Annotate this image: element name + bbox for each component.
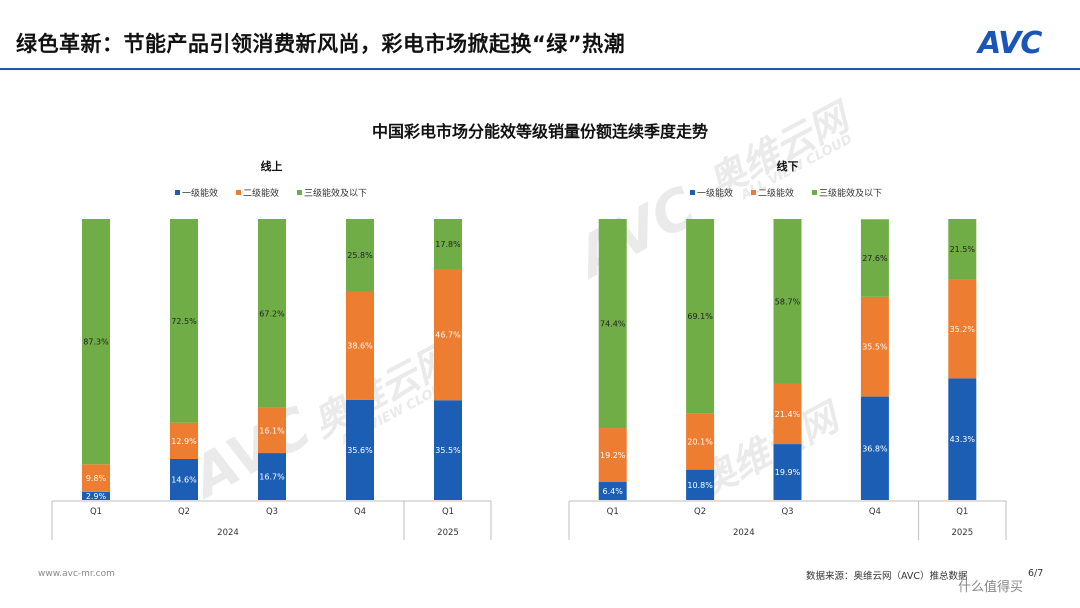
data-label: 58.7% xyxy=(775,297,801,306)
bar-segment xyxy=(346,399,374,500)
data-label: 2.9% xyxy=(86,492,107,501)
legend-swatch xyxy=(751,190,756,195)
footer-website: www.avc-mr.com xyxy=(38,569,115,579)
bar-segment xyxy=(773,383,802,445)
data-label: 19.2% xyxy=(600,451,626,460)
data-label: 6.4% xyxy=(603,487,624,496)
data-label: 16.7% xyxy=(259,473,285,482)
category-label: Q1 xyxy=(607,507,619,517)
panel-title: 线上 xyxy=(261,159,283,173)
header-divider xyxy=(0,68,1080,70)
bar-segment xyxy=(686,469,715,500)
data-label: 43.3% xyxy=(950,435,976,444)
category-label: Q1 xyxy=(956,507,968,517)
bar-segment xyxy=(773,219,802,384)
data-label: 10.8% xyxy=(687,481,713,490)
bar-segment xyxy=(860,296,889,397)
group-label: 2025 xyxy=(437,528,459,538)
data-label: 35.6% xyxy=(347,446,373,455)
legend-swatch xyxy=(297,190,302,195)
category-label: Q3 xyxy=(266,507,278,517)
legend-label: 二级能效 xyxy=(758,187,794,199)
data-label: 16.1% xyxy=(259,426,285,435)
bar-segment xyxy=(948,378,977,500)
bar-segment xyxy=(258,453,286,500)
bar-segment xyxy=(598,482,627,500)
category-label: Q4 xyxy=(869,507,881,517)
bar-segment xyxy=(598,219,627,429)
bar-segment xyxy=(686,219,715,414)
bar-segment xyxy=(170,422,198,459)
data-label: 20.1% xyxy=(687,437,713,446)
avc-logo: AVC xyxy=(978,26,1042,61)
bar-segment xyxy=(773,444,802,500)
bar-segment xyxy=(948,279,977,379)
panel-title: 线下 xyxy=(777,159,799,173)
legend-label: 二级能效 xyxy=(243,187,279,199)
data-label: 19.9% xyxy=(775,468,801,477)
data-label: 74.4% xyxy=(600,320,626,329)
category-label: Q1 xyxy=(90,507,102,517)
group-label: 2024 xyxy=(733,528,755,538)
bar-segment xyxy=(82,219,110,465)
data-label: 21.5% xyxy=(950,245,976,254)
legend-label: 一级能效 xyxy=(182,187,218,199)
category-label: Q2 xyxy=(178,507,190,517)
data-label: 38.6% xyxy=(347,342,373,351)
bar-segment xyxy=(170,219,198,423)
legend-label: 一级能效 xyxy=(697,187,733,199)
credit-watermark: 什么值得买 xyxy=(958,580,1024,595)
legend-swatch xyxy=(175,190,180,195)
data-label: 27.6% xyxy=(862,254,888,263)
category-label: Q1 xyxy=(442,507,454,517)
data-label: 36.8% xyxy=(862,444,888,453)
bar-segment xyxy=(434,269,462,401)
page-number: 6/7 xyxy=(1028,568,1044,579)
group-label: 2024 xyxy=(217,528,239,538)
bar-segment xyxy=(258,407,286,454)
category-label: Q3 xyxy=(781,507,793,517)
bar-segment xyxy=(346,291,374,400)
legend-label: 三级能效及以下 xyxy=(304,187,367,199)
chart-title: 中国彩电市场分能效等级销量份额连续季度走势 xyxy=(371,122,708,141)
data-label: 87.3% xyxy=(83,338,109,347)
bar-segment xyxy=(82,464,110,492)
bar-segment xyxy=(258,219,286,408)
bar-segment xyxy=(434,219,462,270)
data-label: 67.2% xyxy=(259,309,285,318)
legend-swatch xyxy=(236,190,241,195)
bar-segment xyxy=(170,458,198,500)
bar-segment xyxy=(346,219,374,292)
data-label: 14.6% xyxy=(171,475,197,484)
logo-text: AVC xyxy=(978,26,1042,61)
bar-segment xyxy=(598,428,627,483)
group-label: 2025 xyxy=(951,528,973,538)
category-label: Q2 xyxy=(694,507,706,517)
data-label: 46.7% xyxy=(435,331,461,340)
data-label: 69.1% xyxy=(687,312,713,321)
footer-source: 数据来源：奥维云网（AVC）推总数据 xyxy=(806,571,968,582)
bar-segment xyxy=(686,413,715,470)
legend-swatch xyxy=(812,190,817,195)
bar-segment xyxy=(948,219,977,280)
bar-segment xyxy=(860,219,889,297)
bar-segment xyxy=(860,396,889,500)
data-label: 35.5% xyxy=(862,343,888,352)
legend-swatch xyxy=(690,190,695,195)
data-label: 25.8% xyxy=(347,251,373,260)
data-label: 21.4% xyxy=(775,410,801,419)
bar-segment xyxy=(434,400,462,500)
category-label: Q4 xyxy=(354,507,366,517)
bar-segment xyxy=(82,491,110,500)
data-label: 17.8% xyxy=(435,240,461,249)
header-title: 绿色革新：节能产品引领消费新风尚，彩电市场掀起换“绿”热潮 xyxy=(16,32,626,56)
data-label: 72.5% xyxy=(171,317,197,326)
data-label: 12.9% xyxy=(171,437,197,446)
data-label: 35.2% xyxy=(950,325,976,334)
data-label: 9.8% xyxy=(86,474,107,483)
data-label: 35.5% xyxy=(435,446,461,455)
legend-label: 三级能效及以下 xyxy=(819,187,882,199)
